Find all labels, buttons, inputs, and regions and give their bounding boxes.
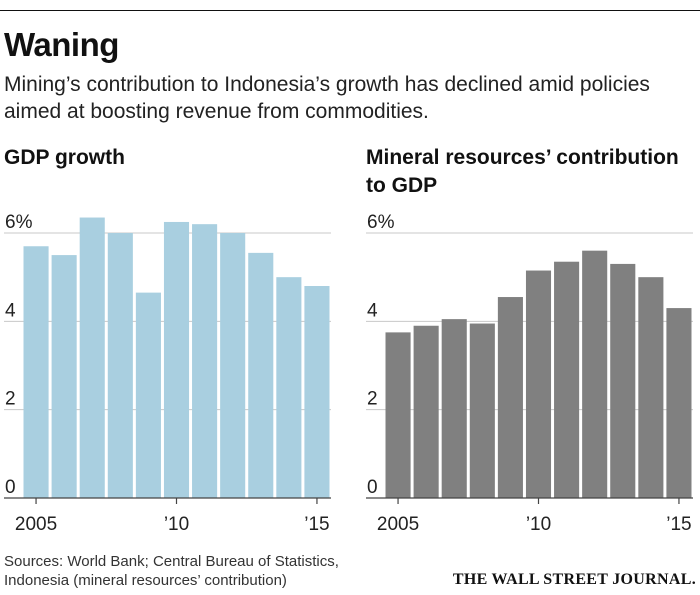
gdp-ytick-label: 0: [5, 477, 16, 498]
mineral-bar-2010: [525, 270, 552, 498]
mineral-bar-2007: [441, 319, 467, 498]
mineral-bar-2011: [554, 261, 580, 498]
mineral-ytick-label: 4: [367, 300, 378, 321]
gdp-xtick-label: ’15: [304, 514, 329, 535]
gdp-bar-2009: [135, 292, 161, 498]
mineral-bar-2015: [666, 308, 692, 498]
mineral-ytick-label: 6%: [367, 212, 395, 233]
gdp-bar-2012: [220, 233, 246, 498]
gdp-bar-2008: [107, 233, 133, 498]
gdp-xtick-label: 2005: [15, 514, 57, 535]
gdp-bar-2007: [79, 217, 105, 498]
mineral-ytick-label: 0: [367, 477, 378, 498]
gdp-ytick-label: 2: [5, 389, 16, 410]
mineral-bar-2014: [638, 277, 664, 498]
source-line-1: Sources: World Bank; Central Bureau of S…: [4, 553, 339, 570]
mineral-bar-2005: [385, 332, 411, 498]
source-note: Sources: World Bank; Central Bureau of S…: [4, 552, 424, 590]
mineral-xtick-label: ’15: [666, 514, 691, 535]
gdp-bar-2006: [51, 255, 77, 498]
mineral-bar-2012: [582, 250, 608, 498]
wsj-logo: THE WALL STREET JOURNAL.: [452, 571, 696, 588]
mineral-xtick-label: 2005: [377, 514, 419, 535]
mineral-ytick-label: 2: [367, 389, 378, 410]
gdp-bar-2010: [163, 221, 190, 499]
mineral-bar-2009: [497, 297, 523, 498]
mineral-xtick-label: ’10: [526, 514, 551, 535]
headline: Waning: [4, 26, 119, 63]
gdp-bar-2005: [23, 246, 49, 498]
mineral-bar-2013: [610, 263, 636, 498]
gdp-growth-chart-title: GDP growth: [4, 146, 125, 169]
gdp-ytick-label: 4: [5, 300, 16, 321]
subtitle: Mining’s contribution to Indonesia’s gro…: [4, 73, 650, 123]
gdp-bar-2014: [276, 277, 302, 498]
mineral-bar-2006: [413, 325, 439, 498]
mineral-bar-2008: [469, 323, 495, 498]
source-line-2: Indonesia (mineral resources’ contributi…: [4, 572, 287, 589]
gdp-ytick-label: 6%: [5, 212, 33, 233]
top-rule: [0, 10, 700, 11]
gdp-xtick-label: ’10: [164, 514, 189, 535]
gdp-bar-2015: [304, 286, 330, 498]
gdp-bar-2011: [192, 224, 218, 498]
mineral-contribution-chart-title: Mineral resources’ contribution to GDP: [366, 146, 679, 197]
gdp-bar-2013: [248, 252, 274, 498]
